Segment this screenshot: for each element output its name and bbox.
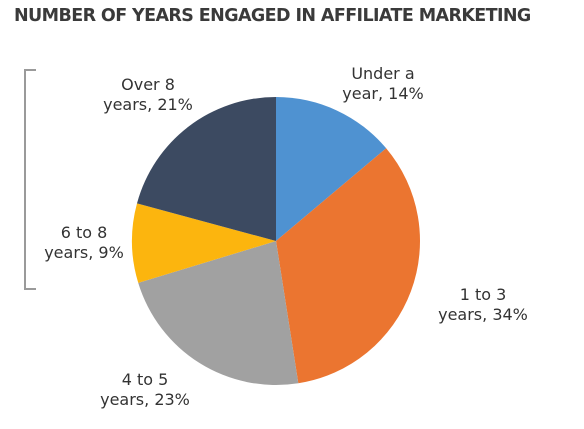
pie-slice-3 xyxy=(131,203,276,283)
slice-label-4: Over 8 years, 21% xyxy=(103,75,193,114)
slice-labels: Under a year, 14% 1 to 3 years, 34% 4 to 5 ye… xyxy=(44,64,528,409)
slice-label-3: 6 to 8 years, 9% xyxy=(44,223,124,262)
bracket-marker xyxy=(24,69,36,290)
slice-label-1: 1 to 3 years, 34% xyxy=(438,285,528,324)
chart-title: NUMBER OF YEARS ENGAGED IN AFFILIATE MAR… xyxy=(14,6,531,26)
slice-label-0: Under a year, 14% xyxy=(342,64,423,103)
pie-slice-1 xyxy=(276,148,420,384)
pie-slices xyxy=(131,97,420,385)
pie-slice-0 xyxy=(276,97,387,241)
pie-slice-4 xyxy=(137,97,276,241)
slice-label-2: 4 to 5 years, 23% xyxy=(100,370,190,409)
pie-slice-2 xyxy=(138,241,299,385)
